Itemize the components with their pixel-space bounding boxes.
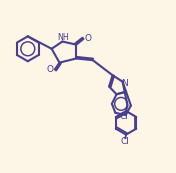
Text: O: O (47, 65, 54, 74)
Text: Cl: Cl (120, 112, 129, 121)
Text: NH: NH (57, 33, 69, 42)
Text: N: N (121, 79, 128, 88)
Text: Cl: Cl (120, 137, 129, 146)
Text: O: O (84, 34, 91, 43)
